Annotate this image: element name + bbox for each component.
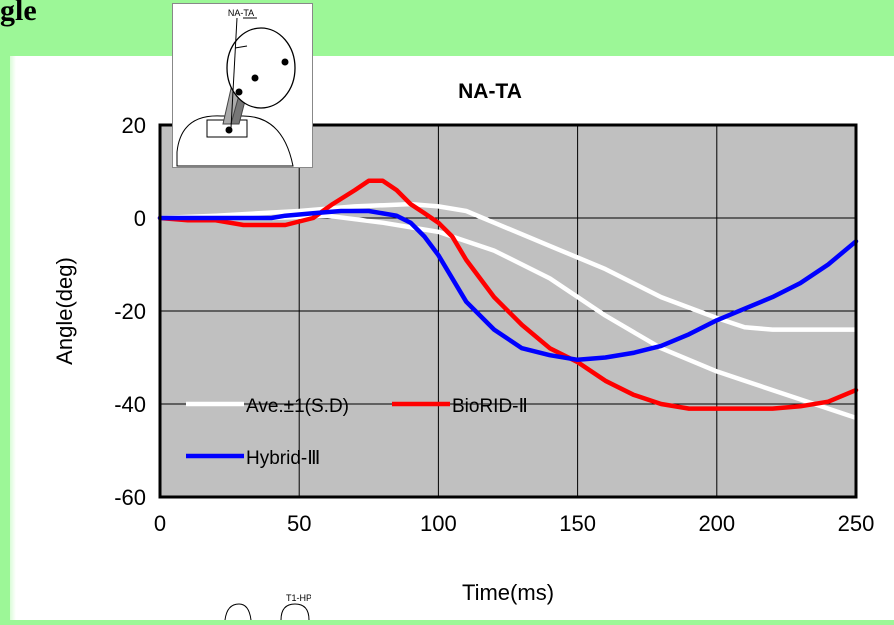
panel-edge [0,56,16,620]
inset-top-label: NA-TA [228,8,254,18]
x-tick-label: 50 [287,511,311,536]
y-tick-label: -20 [114,299,146,324]
x-tick-label: 250 [838,511,875,536]
x-tick-label: 0 [154,511,166,536]
x-tick-label: 200 [698,511,735,536]
head-neck-diagram: NA-TA [176,8,296,167]
bottom-diagram-inset: T1-HP [215,590,312,621]
series-line [157,208,859,363]
legend-label: Ave.±1(S.D) [246,396,349,417]
series-line [157,178,859,411]
legend-label: BioRID-Ⅱ [452,396,528,417]
plot-border [158,123,858,499]
y-tick-label: -60 [114,485,146,510]
x-tick-label: 150 [559,511,596,536]
slide-heading: gle [0,0,37,27]
x-axis-label: Time(ms) [462,580,554,605]
legend: Ave.±1(S.D) BioRID-Ⅱ Hybrid-Ⅲ [186,396,528,469]
series-line [157,201,859,332]
chart-title: NA-TA [458,80,522,103]
bottom-head-diagram: T1-HP [224,593,312,621]
y-tick-label: 20 [122,113,146,138]
series-lines [157,178,859,421]
x-tick-label: 100 [420,511,457,536]
y-axis-ticks: 20 0 -20 -40 -60 [114,113,146,510]
y-axis-label: Angle(deg) [52,257,77,365]
x-axis-ticks: 0 50 100 150 200 250 [154,511,874,536]
inset-bottom-label: T1-HP [286,593,311,603]
y-tick-label: -40 [114,392,146,417]
legend-label: Hybrid-Ⅲ [246,448,320,469]
y-tick-label: 0 [134,206,146,231]
head-diagram-inset: NA-TA [172,3,313,168]
